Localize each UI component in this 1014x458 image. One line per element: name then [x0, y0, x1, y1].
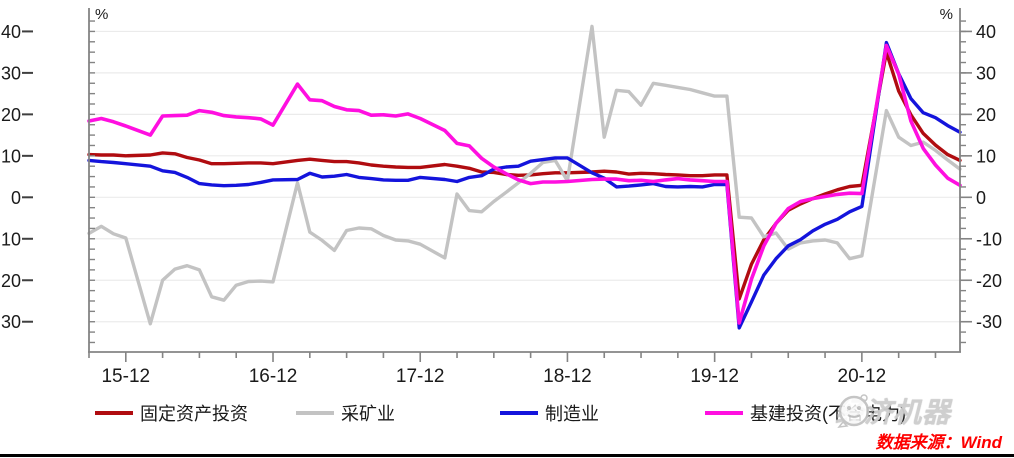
series-lines: [87, 24, 962, 330]
legend-item-manufacturing: 制造业: [500, 402, 599, 424]
bottom-border: [0, 454, 1014, 457]
legend-swatch-infrastructure: [705, 411, 743, 415]
x-tick-label: 15-12: [101, 366, 150, 387]
series-line-1: [87, 24, 962, 326]
legend-item-infrastructure: 基建投资(不含电力): [705, 402, 906, 424]
series-line-3: [87, 43, 962, 325]
x-tick-label: 20-12: [838, 366, 887, 387]
series-line-2: [87, 40, 962, 330]
y-tick-label-right: 30: [976, 63, 996, 83]
legend-item-mining: 采矿业: [296, 402, 395, 424]
x-axis-labels: 15-12 16-12 17-12 18-12 19-12 20-12: [101, 366, 886, 387]
y-tick-label-right: 20: [976, 105, 996, 125]
x-tick-label: 16-12: [249, 366, 298, 387]
source-note: 数据来源：Wind: [875, 433, 1002, 452]
y-tick-label-left: 10: [1, 146, 21, 166]
unit-label-right: %: [940, 6, 953, 23]
y-tick-label-right: 40: [976, 22, 996, 42]
y-tick-label-left: 40: [1, 22, 21, 42]
y-tick-label-right: 0: [976, 188, 986, 208]
y-tick-label-left: 30: [1, 63, 21, 83]
x-tick-label: 18-12: [543, 366, 592, 387]
y-tick-label-left: 0: [11, 188, 21, 208]
axes: [22, 8, 972, 362]
y-tick-label-right: -10: [976, 229, 1002, 249]
y-tick-label-right: -20: [976, 271, 1002, 291]
legend-item-fixed-asset-investment: 固定资产投资: [95, 402, 248, 424]
legend-swatch-manufacturing: [500, 411, 538, 415]
y-tick-label-left: 20: [1, 271, 21, 291]
y-tick-label-right: -30: [976, 312, 1002, 332]
unit-label-left: %: [95, 6, 108, 23]
legend-label-manufacturing: 制造业: [545, 404, 599, 424]
legend-swatch-fixed-asset-investment: [95, 411, 133, 415]
y-tick-label-left: 30: [1, 312, 21, 332]
legend-label-mining: 采矿业: [341, 404, 395, 424]
y-tick-label-left: 10: [1, 229, 21, 249]
gridlines: [89, 30, 960, 323]
legend-label-infrastructure: 基建投资(不含电力): [750, 404, 906, 424]
legend-label-fixed-asset-investment: 固定资产投资: [140, 404, 248, 424]
x-tick-label: 19-12: [690, 366, 739, 387]
x-tick-label: 17-12: [396, 366, 445, 387]
legend-swatch-mining: [296, 411, 334, 415]
y-axis-labels: 40 40 30 30 20 20 10 10 0 0 10 -10 20 -20 30 -30%%: [1, 6, 1002, 332]
series-line-0: [87, 50, 962, 301]
y-tick-label-right: 10: [976, 146, 996, 166]
y-tick-label-left: 20: [1, 105, 21, 125]
